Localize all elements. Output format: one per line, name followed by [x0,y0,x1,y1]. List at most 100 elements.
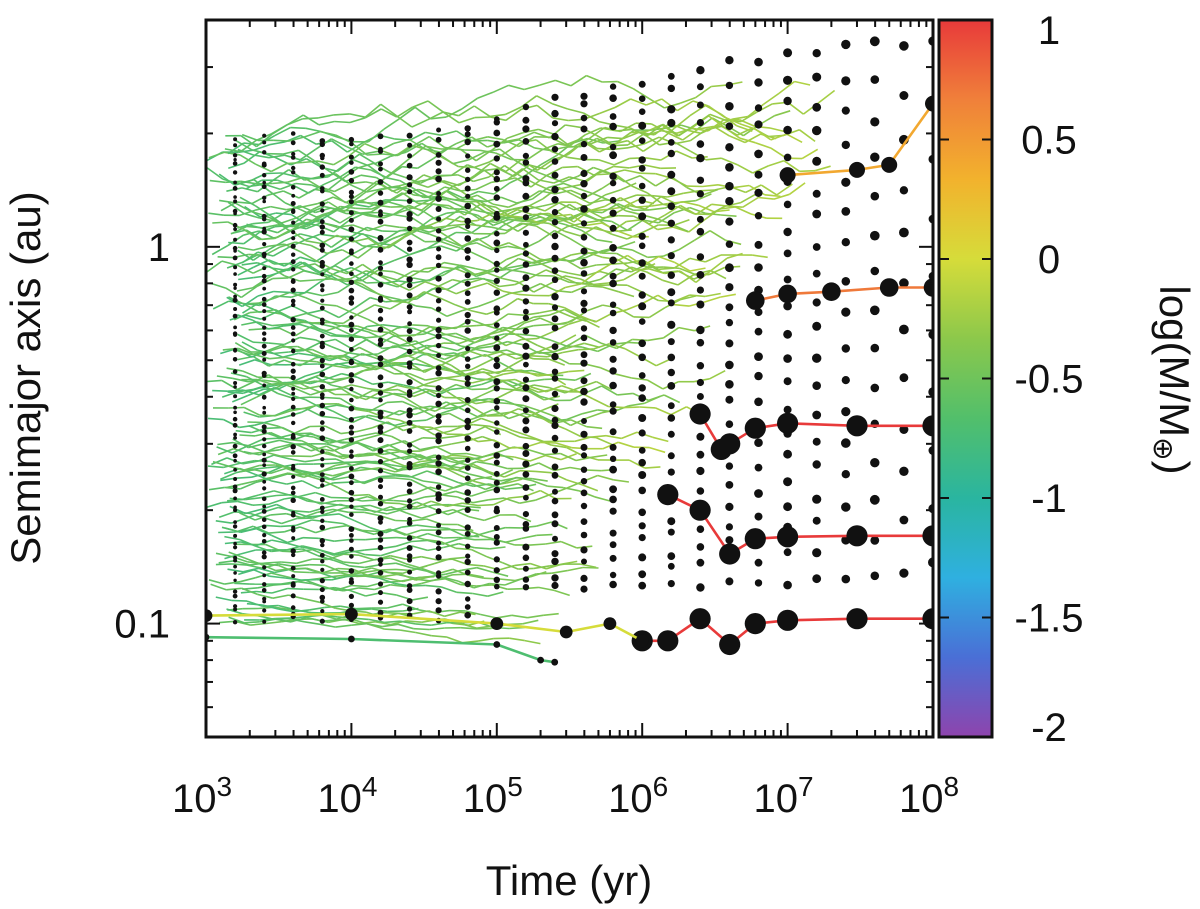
snapshot-dot [493,185,500,192]
snapshot-dot [319,524,326,531]
snapshot-dot [551,463,559,471]
snapshot-dot [522,205,530,213]
swarm-track-segment [406,620,422,623]
swarm-track-segment [357,441,374,449]
swarm-track-segment [516,476,533,482]
swarm-track-segment [423,291,440,299]
swarm-track-segment [237,249,254,261]
snapshot-dot [436,246,442,252]
snapshot-dot [233,533,238,538]
snapshot-dot [580,478,588,485]
swarm-track-segment [445,405,462,410]
swarm-track-segment [410,518,427,522]
swarm-track-segment [584,213,601,222]
swarm-track-segment [241,133,259,142]
swarm-track-segment [742,196,759,208]
swarm-track-segment [274,386,291,396]
swarm-track-segment [366,387,383,392]
swarm-track-segment [567,222,584,228]
snapshot-dot [464,558,471,566]
swarm-track-segment [676,150,693,159]
swarm-track-segment [363,189,381,201]
swarm-track-segment [439,386,457,398]
swarm-track-segment [770,147,787,159]
swarm-track-segment [336,574,353,580]
swarm-track-segment [493,439,510,449]
snapshot-dot [348,236,354,242]
snapshot-dot [291,170,296,175]
swarm-track-segment [468,371,485,377]
snapshot-dot [436,570,442,576]
swarm-track-segment [670,406,687,416]
x-tick-label: 106 [608,771,668,821]
swarm-track-segment [238,359,256,366]
swarm-track-segment [453,482,471,489]
swarm-track-segment [379,467,396,473]
swarm-track-segment [393,138,410,145]
planet-track-segment [888,102,933,166]
snapshot-dot [493,567,500,574]
swarm-track-segment [512,429,529,437]
swarm-track-segment [399,340,416,347]
swarm-track-segment [461,237,478,248]
swarm-track-segment [435,358,452,367]
swarm-track-segment [329,170,346,183]
snapshot-dot [348,300,355,306]
swarm-track-segment [549,563,566,567]
swarm-track-segment [270,460,287,468]
swarm-track-segment [212,389,228,392]
snapshot-dot [725,577,734,586]
snapshot-dot [609,554,617,562]
swarm-track-segment [489,546,506,550]
swarm-track-segment [266,620,282,625]
snapshot-dot [464,489,472,496]
swarm-track-segment [564,275,581,280]
swarm-track-segment [388,440,405,447]
snapshot-dot [754,371,763,381]
planet-track-segment [565,622,611,634]
swarm-track-segment [271,549,287,553]
swarm-track-segment [265,344,282,353]
swarm-track-segment [281,216,298,224]
swarm-track-segment [544,201,561,212]
swarm-track-segment [619,240,636,248]
swarm-track-segment [258,567,275,574]
snapshot-dot [320,449,325,454]
snapshot-dot [319,242,326,249]
swarm-track-segment [421,578,438,585]
snapshot-dot [348,154,354,160]
snapshot-dot [841,177,851,187]
snapshot-dot [290,581,296,587]
snapshot-dot [609,381,617,390]
snapshot-dot [551,574,559,582]
snapshot-dot [725,339,734,348]
swarm-track-segment [503,370,520,375]
snapshot-dot [290,317,296,323]
swarm-track-segment [508,402,525,407]
snapshot-dot [696,325,705,335]
swarm-track-segment [500,476,517,485]
swarm-track-segment [570,74,587,87]
snapshot-dot [493,534,500,540]
swarm-track-segment [679,270,697,284]
swarm-track-segment [431,307,448,318]
swarm-track-segment [224,151,241,156]
snapshot-dot [407,182,413,188]
snapshot-dot [609,485,617,494]
swarm-track-segment [658,267,675,271]
snapshot-dot [348,437,355,443]
snapshot-dot [580,334,588,342]
swarm-track-segment [334,461,351,467]
snapshot-dot [406,256,413,263]
snapshot-dot [551,497,559,505]
snapshot-dot [348,593,354,600]
swarm-track-segment [351,622,367,626]
swarm-track-segment [518,293,535,297]
snapshot-dot [522,471,530,478]
snapshot-dot [232,620,238,625]
snapshot-dot [551,232,559,240]
snapshot-dot [348,194,354,200]
swarm-track-segment [366,226,383,232]
snapshot-dot [580,205,588,213]
swarm-track-segment [239,434,256,437]
